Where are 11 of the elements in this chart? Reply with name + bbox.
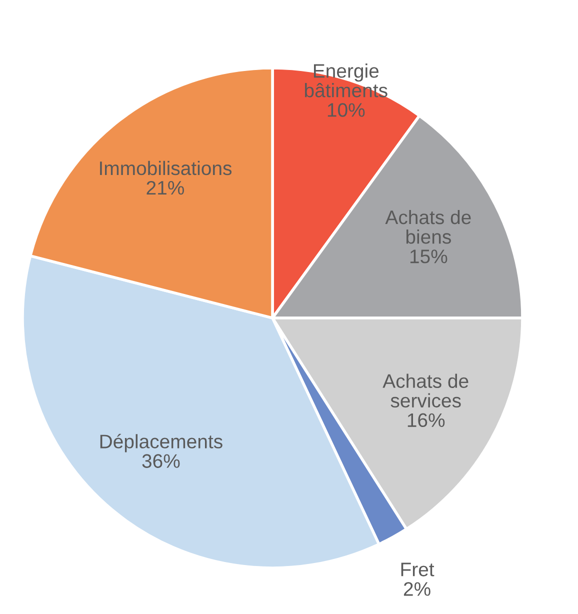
slice-label: Achats de services bbox=[382, 374, 468, 408]
data-label: 15% bbox=[410, 250, 448, 264]
data-label: 10% bbox=[328, 103, 365, 117]
slice-label: Achats de biens bbox=[385, 210, 471, 244]
slice-label: Déplacements bbox=[100, 434, 222, 452]
slice-label: Immobilisations bbox=[100, 160, 232, 176]
data-label: 16% bbox=[408, 413, 445, 428]
data-label: 36% bbox=[142, 454, 180, 468]
data-label: 2% bbox=[404, 582, 430, 596]
slice-label: Fret bbox=[401, 562, 434, 576]
data-label: 21% bbox=[146, 180, 184, 195]
